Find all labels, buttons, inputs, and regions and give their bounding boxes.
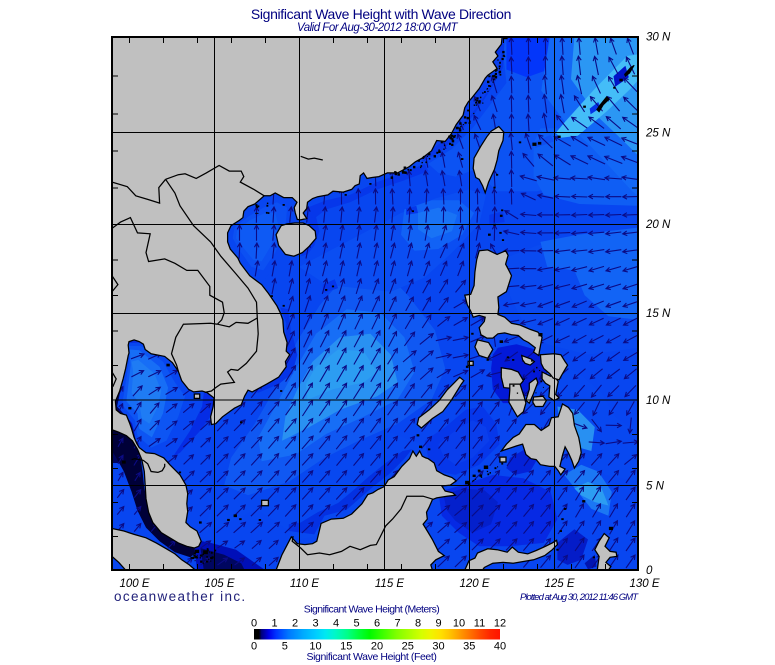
svg-text:3: 3 <box>312 618 318 630</box>
svg-text:10: 10 <box>309 641 321 653</box>
svg-text:20: 20 <box>371 641 383 653</box>
svg-text:Significant Wave Height (Meter: Significant Wave Height (Meters) <box>304 604 440 616</box>
svg-text:4: 4 <box>333 618 339 630</box>
svg-text:7: 7 <box>394 618 400 630</box>
svg-text:130 E: 130 E <box>629 578 659 590</box>
svg-text:6: 6 <box>374 618 380 630</box>
svg-text:5: 5 <box>282 641 288 653</box>
svg-text:30: 30 <box>432 641 444 653</box>
svg-text:0: 0 <box>251 618 257 630</box>
svg-text:9: 9 <box>435 618 441 630</box>
svg-text:0: 0 <box>646 565 653 577</box>
svg-text:35: 35 <box>463 641 475 653</box>
svg-text:15 N: 15 N <box>646 308 671 320</box>
svg-text:oceanweather inc.: oceanweather inc. <box>114 589 247 604</box>
svg-text:Significant Wave Height (Feet): Significant Wave Height (Feet) <box>306 651 436 663</box>
svg-text:12: 12 <box>494 618 506 630</box>
svg-text:10 N: 10 N <box>646 395 671 407</box>
svg-text:100 E: 100 E <box>119 578 149 590</box>
svg-text:5: 5 <box>353 618 359 630</box>
svg-text:0: 0 <box>251 641 257 653</box>
svg-text:8: 8 <box>415 618 421 630</box>
svg-text:30 N: 30 N <box>646 32 671 44</box>
svg-text:1: 1 <box>271 618 277 630</box>
svg-text:Significant Wave Height with W: Significant Wave Height with Wave Direct… <box>251 6 511 22</box>
svg-text:5 N: 5 N <box>646 480 665 492</box>
svg-text:25 N: 25 N <box>645 127 671 139</box>
svg-text:120 E: 120 E <box>459 578 489 590</box>
svg-text:Valid For Aug-30-2012 18:00 GM: Valid For Aug-30-2012 18:00 GMT <box>297 22 459 34</box>
svg-text:11: 11 <box>474 618 485 630</box>
svg-text:40: 40 <box>494 641 506 653</box>
svg-text:115 E: 115 E <box>375 578 405 590</box>
svg-text:10: 10 <box>453 618 465 630</box>
svg-text:105 E: 105 E <box>204 578 234 590</box>
svg-text:Plotted at Aug 30, 2012 11:46: Plotted at Aug 30, 2012 11:46 GMT <box>520 592 639 603</box>
svg-text:110 E: 110 E <box>290 578 320 590</box>
svg-text:2: 2 <box>292 618 298 630</box>
svg-text:15: 15 <box>340 641 352 653</box>
svg-text:25: 25 <box>402 641 414 653</box>
svg-text:20 N: 20 N <box>645 219 671 231</box>
svg-text:125 E: 125 E <box>544 578 574 590</box>
